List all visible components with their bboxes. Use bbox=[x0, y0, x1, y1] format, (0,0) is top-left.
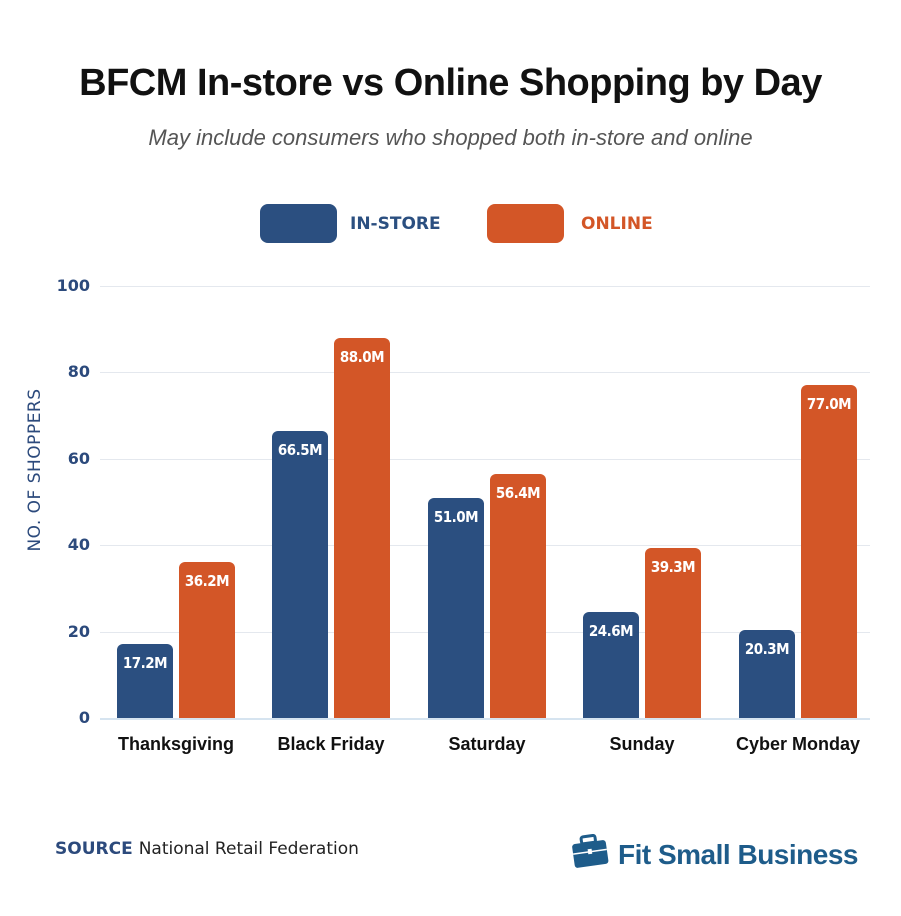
bar-value-label: 51.0M bbox=[433, 507, 479, 526]
gridline bbox=[100, 545, 870, 547]
legend-swatch-instore bbox=[260, 204, 337, 243]
bar-value-label: 24.6M bbox=[588, 621, 634, 640]
bar-value-label: 36.2M bbox=[184, 571, 230, 590]
bar-online: 39.3M bbox=[645, 548, 701, 718]
bar-instore: 24.6M bbox=[583, 611, 639, 718]
bar-instore: 20.3M bbox=[739, 630, 795, 718]
bar-value-label: 20.3M bbox=[744, 640, 790, 659]
legend-swatch-online bbox=[487, 204, 564, 243]
x-tick-label: Black Friday bbox=[277, 734, 385, 754]
y-tick-label: 0 bbox=[78, 708, 90, 727]
brand-logo: Fit Small Business bbox=[570, 833, 858, 875]
x-tick-label: Thanksgiving bbox=[117, 734, 234, 754]
chart-subtitle: May include consumers who shopped both i… bbox=[148, 125, 753, 150]
bar-instore: 66.5M bbox=[272, 430, 328, 718]
source-note: SOURCE National Retail Federation bbox=[55, 839, 359, 859]
source-key: SOURCE bbox=[55, 839, 133, 859]
bar-online: 36.2M bbox=[179, 561, 235, 718]
gridline bbox=[100, 372, 870, 374]
y-tick-label: 100 bbox=[56, 276, 90, 295]
gridline bbox=[100, 631, 870, 633]
bar-online: 88.0M bbox=[334, 337, 390, 718]
bar-value-label: 88.0M bbox=[339, 347, 385, 366]
legend-label-online: ONLINE bbox=[581, 213, 653, 234]
source-value: National Retail Federation bbox=[138, 839, 359, 859]
x-tick-label: Sunday bbox=[609, 734, 675, 754]
y-axis-label: NO. OF SHOPPERS bbox=[25, 388, 45, 552]
x-tick-label: Saturday bbox=[448, 734, 526, 754]
legend-label-instore: IN-STORE bbox=[350, 213, 441, 234]
bar-instore: 17.2M bbox=[117, 643, 173, 718]
bar-value-label: 77.0M bbox=[806, 395, 852, 414]
y-tick-label: 80 bbox=[67, 362, 90, 382]
brand-name: Fit Small Business bbox=[618, 838, 858, 870]
bar-value-label: 17.2M bbox=[122, 653, 168, 672]
legend-item-instore: IN-STORE bbox=[260, 204, 441, 243]
bar-value-label: 66.5M bbox=[277, 440, 323, 459]
bar-instore: 51.0M bbox=[428, 497, 484, 718]
briefcase-icon bbox=[570, 833, 610, 875]
x-axis-baseline bbox=[100, 718, 870, 720]
y-tick-label: 40 bbox=[67, 535, 90, 555]
y-tick-label: 20 bbox=[67, 621, 90, 641]
bar-value-label: 56.4M bbox=[495, 484, 541, 503]
bar-online: 56.4M bbox=[490, 474, 546, 718]
bar-value-label: 39.3M bbox=[650, 558, 696, 577]
gridline bbox=[100, 458, 870, 460]
y-tick-label: 60 bbox=[67, 448, 90, 468]
chart-title: BFCM In-store vs Online Shopping by Day bbox=[79, 62, 822, 104]
legend: IN-STORE ONLINE bbox=[0, 204, 901, 244]
legend-item-online: ONLINE bbox=[487, 204, 653, 243]
gridline bbox=[100, 286, 870, 287]
x-tick-label: Cyber Monday bbox=[735, 734, 861, 754]
bar-online: 77.0M bbox=[801, 385, 857, 718]
